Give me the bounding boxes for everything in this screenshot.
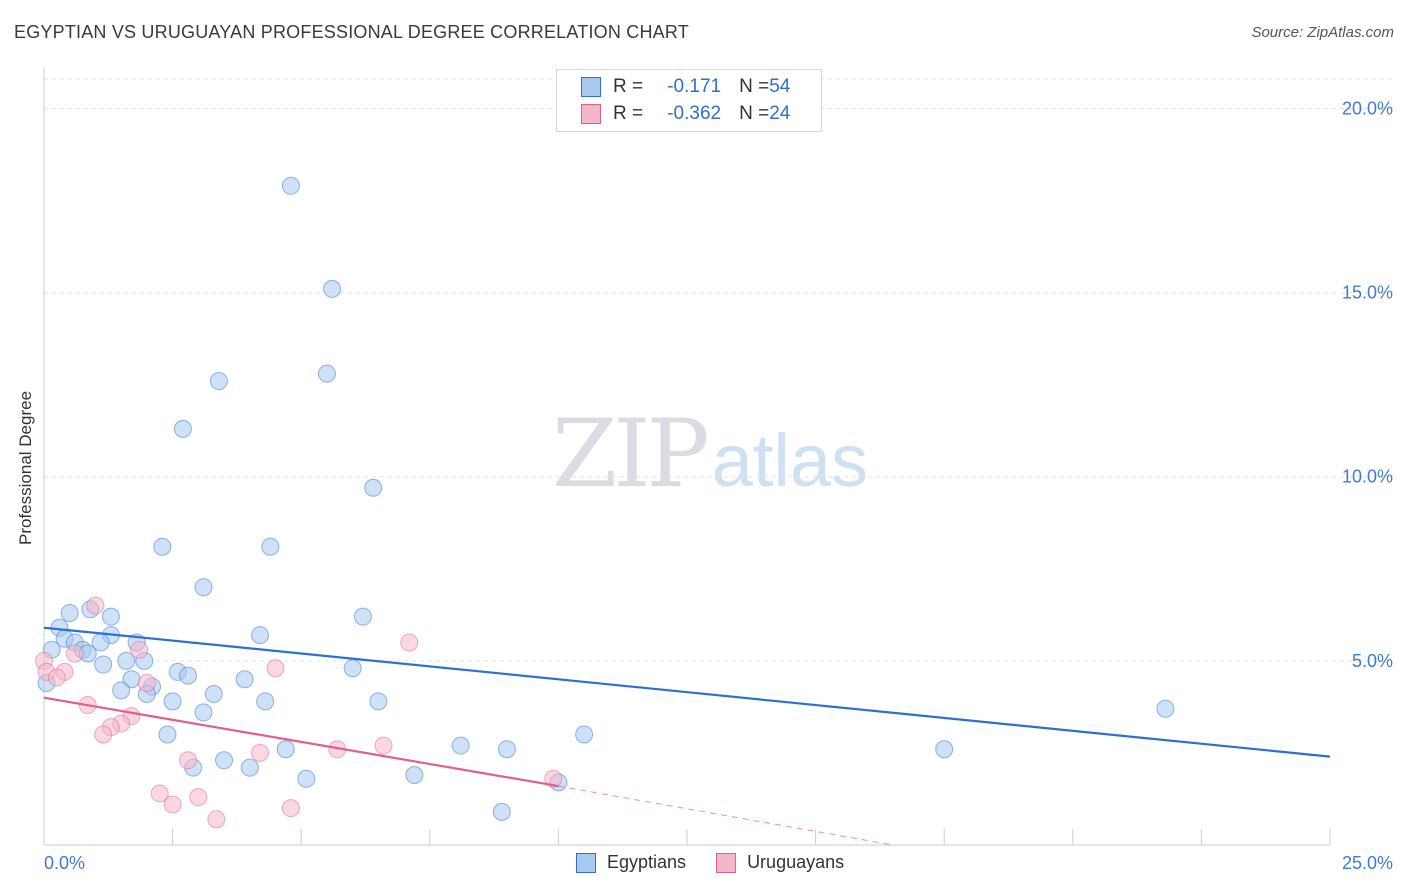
series-legend-uruguayans[interactable]: Uruguayans <box>716 852 844 873</box>
egyptian-point <box>297 769 316 788</box>
egyptian-point <box>1156 699 1175 718</box>
egyptian-point <box>256 692 275 711</box>
egyptian-point <box>317 364 336 383</box>
egyptian-point <box>117 651 136 670</box>
y-axis-label: Professional Degree <box>16 390 35 545</box>
egyptian-point <box>209 371 228 390</box>
uruguayan-point <box>86 596 105 615</box>
egyptian-point <box>276 740 295 759</box>
uruguayan-point <box>65 644 84 663</box>
series-legend: Egyptians Uruguayans <box>576 852 874 873</box>
egyptian-point <box>194 703 213 722</box>
uruguayan-trend-line <box>43 696 559 788</box>
egyptian-trend-line <box>43 626 1331 758</box>
series-swatch-egyptians <box>576 852 596 873</box>
chart-title: EGYPTIAN VS URUGUAYAN PROFESSIONAL DEGRE… <box>14 22 689 42</box>
uruguayan-point <box>150 784 169 803</box>
egyptian-point <box>575 725 594 744</box>
egyptian-point <box>101 607 120 626</box>
uruguayan-point <box>281 799 300 818</box>
uruguayan-point <box>251 743 270 762</box>
egyptian-point <box>173 419 192 438</box>
egyptian-point <box>158 725 177 744</box>
legend-n-label: N = <box>739 103 770 124</box>
egyptian-point <box>364 478 383 497</box>
egyptian-point <box>215 751 234 770</box>
y-tick-label: 5.0% <box>1352 651 1393 671</box>
uruguayan-point <box>130 640 149 659</box>
y-tick-label: 15.0% <box>1342 283 1393 303</box>
uruguayan-point <box>163 795 182 814</box>
legend-r-value: -0.362 <box>667 103 722 124</box>
uruguayan-point <box>207 810 226 829</box>
uruguayan-point <box>94 725 113 744</box>
legend-row-uruguayans: R = -0.362 N = 24 <box>581 102 790 126</box>
uruguayan-point <box>179 751 198 770</box>
series-label-egyptians: Egyptians <box>607 852 687 872</box>
uruguayan-point <box>266 659 285 678</box>
legend-r-label: R = <box>613 103 644 124</box>
egyptian-point <box>94 655 113 674</box>
legend-n-value: 24 <box>769 103 791 124</box>
egyptian-point <box>281 176 300 195</box>
series-legend-egyptians[interactable]: Egyptians <box>576 852 686 873</box>
egyptian-point <box>369 692 388 711</box>
legend-swatch-uruguayans <box>581 104 601 124</box>
egyptian-point <box>323 279 342 298</box>
egyptian-point <box>153 537 172 556</box>
uruguayan-point <box>374 736 393 755</box>
source-credit: Source: ZipAtlas.com <box>1251 24 1394 41</box>
uruguayan-point <box>137 673 156 692</box>
series-swatch-uruguayans <box>716 852 737 873</box>
uruguayan-point <box>544 769 563 788</box>
egyptian-point <box>179 666 198 685</box>
uruguayan-trend-extension <box>558 785 893 846</box>
egyptian-point <box>163 692 182 711</box>
egyptian-point <box>194 578 213 597</box>
egyptian-point <box>251 626 270 645</box>
egyptian-point <box>343 659 362 678</box>
legend-r-value: -0.171 <box>667 76 722 97</box>
uruguayan-point <box>400 633 419 652</box>
uruguayan-point <box>47 668 66 687</box>
egyptian-point <box>492 802 511 821</box>
egyptian-point <box>204 685 223 704</box>
legend-row-egyptians: R = -0.171 N = 54 <box>581 75 790 99</box>
egyptian-point <box>60 603 79 622</box>
egyptian-point <box>405 766 424 785</box>
uruguayan-point <box>189 788 208 807</box>
x-tick-label: 25.0% <box>1342 853 1393 873</box>
egyptian-point <box>261 537 280 556</box>
x-tick-label: 0.0% <box>44 853 85 873</box>
egyptian-point <box>240 758 259 777</box>
y-tick-label: 10.0% <box>1342 467 1393 487</box>
y-tick-label: 20.0% <box>1342 98 1393 118</box>
series-label-uruguayans: Uruguayans <box>747 852 845 872</box>
legend-swatch-egyptians <box>581 77 601 97</box>
legend-r-label: R = <box>613 76 644 97</box>
legend-n-value: 54 <box>769 76 791 97</box>
egyptian-point <box>497 740 516 759</box>
egyptian-point <box>451 736 470 755</box>
legend-n-label: N = <box>739 76 770 97</box>
egyptian-point <box>235 670 254 689</box>
egyptian-point <box>935 740 954 759</box>
egyptian-point <box>112 681 131 700</box>
egyptian-point <box>353 607 372 626</box>
correlation-legend: R = -0.171 N = 54 R = -0.362 N = 24 <box>556 69 822 132</box>
